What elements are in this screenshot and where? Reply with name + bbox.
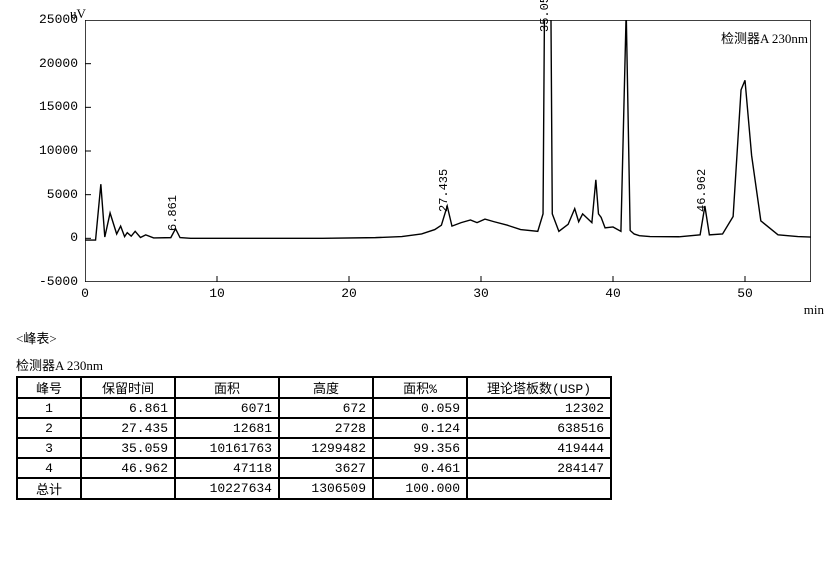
table-cell	[81, 478, 175, 499]
table-row: 227.4351268127280.124638516	[17, 418, 611, 438]
xtick-label: 50	[730, 286, 760, 301]
peak-table-container: 峰号保留时间面积高度面积%理论塔板数(USP)16.86160716720.05…	[10, 376, 831, 500]
table-cell: 0.461	[373, 458, 467, 478]
ytick-label: 20000	[30, 56, 78, 71]
table-cell: 0.124	[373, 418, 467, 438]
table-cell: 3	[17, 438, 81, 458]
table-cell: 419444	[467, 438, 611, 458]
peak-label: 35.059	[538, 0, 552, 32]
table-detector-title: 检测器A 230nm	[16, 355, 831, 374]
table-cell	[467, 478, 611, 499]
table-header-cell: 面积	[175, 377, 279, 398]
table-cell: 0.059	[373, 398, 467, 418]
table-cell: 4	[17, 458, 81, 478]
table-header-cell: 保留时间	[81, 377, 175, 398]
ytick-label: 15000	[30, 99, 78, 114]
table-cell: 总计	[17, 478, 81, 499]
table-cell: 2	[17, 418, 81, 438]
table-cell: 27.435	[81, 418, 175, 438]
xtick-label: 40	[598, 286, 628, 301]
peak-label: 27.435	[437, 169, 451, 212]
table-cell: 1	[17, 398, 81, 418]
table-cell: 3627	[279, 458, 373, 478]
table-cell: 35.059	[81, 438, 175, 458]
table-cell: 12681	[175, 418, 279, 438]
ytick-label: 25000	[30, 12, 78, 27]
table-cell: 99.356	[373, 438, 467, 458]
xtick-label: 0	[70, 286, 100, 301]
table-cell: 672	[279, 398, 373, 418]
table-cell: 284147	[467, 458, 611, 478]
table-total-row: 总计 102276341306509100.000	[17, 478, 611, 499]
table-row: 16.86160716720.05912302	[17, 398, 611, 418]
table-header-cell: 峰号	[17, 377, 81, 398]
table-cell: 2728	[279, 418, 373, 438]
peak-label: 6.861	[166, 195, 180, 231]
table-row: 446.9624711836270.461284147	[17, 458, 611, 478]
peak-table: 峰号保留时间面积高度面积%理论塔板数(USP)16.86160716720.05…	[16, 376, 612, 500]
ytick-label: 5000	[30, 187, 78, 202]
ytick-label: 10000	[30, 143, 78, 158]
xtick-label: 30	[466, 286, 496, 301]
table-cell: 100.000	[373, 478, 467, 499]
chromatogram-chart: uV min 检测器A 230nm -500005000100001500020…	[30, 10, 820, 320]
xtick-label: 20	[334, 286, 364, 301]
table-cell: 638516	[467, 418, 611, 438]
table-cell: 10227634	[175, 478, 279, 499]
x-axis-unit: min	[804, 302, 824, 318]
table-cell: 6071	[175, 398, 279, 418]
table-header-cell: 面积%	[373, 377, 467, 398]
peak-label: 46.962	[695, 169, 709, 212]
table-cell: 47118	[175, 458, 279, 478]
table-cell: 46.962	[81, 458, 175, 478]
table-cell: 1299482	[279, 438, 373, 458]
peak-table-section-title: <峰表>	[16, 328, 831, 347]
chart-svg	[85, 20, 811, 282]
table-header-cell: 高度	[279, 377, 373, 398]
table-cell: 6.861	[81, 398, 175, 418]
ytick-label: 0	[30, 230, 78, 245]
table-row: 335.05910161763129948299.356419444	[17, 438, 611, 458]
xtick-label: 10	[202, 286, 232, 301]
table-cell: 1306509	[279, 478, 373, 499]
table-cell: 12302	[467, 398, 611, 418]
table-cell: 10161763	[175, 438, 279, 458]
table-header-cell: 理论塔板数(USP)	[467, 377, 611, 398]
